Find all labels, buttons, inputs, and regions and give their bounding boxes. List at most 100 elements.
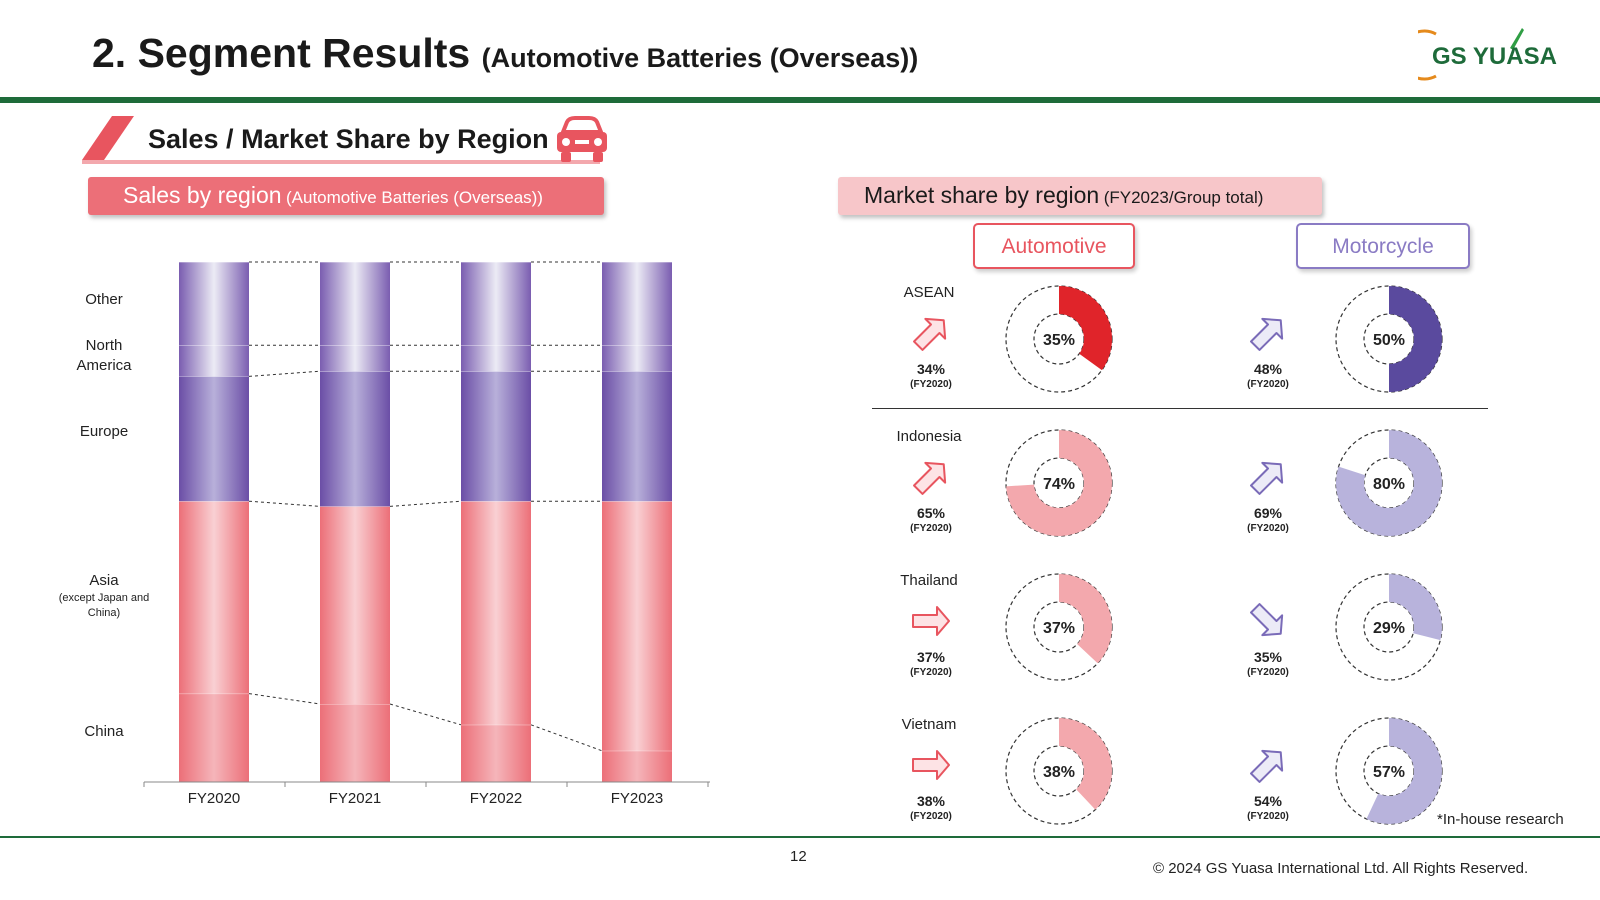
header-divider — [0, 97, 1600, 103]
legend-china: China — [84, 723, 124, 740]
logo-text: GS YUASA — [1432, 43, 1557, 70]
bar-segment-europe-fy2021 — [320, 371, 390, 507]
auto-prev-share-asean: 34% (FY2020) — [891, 361, 971, 391]
donut-value-label: 29% — [1373, 620, 1405, 637]
bar-segment-north-fy2020 — [179, 345, 249, 377]
donut-slice — [1336, 430, 1442, 536]
page-title-main: 2. Segment Results — [92, 30, 471, 76]
bar-segment-other-fy2021 — [320, 262, 390, 346]
copyright: © 2024 GS Yuasa International Ltd. All R… — [1153, 860, 1529, 877]
auto-trend-arrow-flat-icon — [912, 750, 950, 780]
x-tick-label-fy2022: FY2022 — [470, 790, 523, 807]
page-number: 12 — [790, 848, 807, 865]
moto-share-donut-vietnam: 57% — [1335, 717, 1443, 825]
moto-trend-arrow-up-icon — [1250, 749, 1284, 783]
bar-segment-asia-fy2023 — [602, 501, 672, 751]
moto-prev-year: (FY2020) — [1247, 811, 1289, 823]
legend-north-america-line2: America — [76, 356, 132, 374]
donut-slice — [1366, 718, 1442, 824]
auto-prev-year: (FY2020) — [910, 811, 952, 823]
auto-prev-share-thailand: 37% (FY2020) — [891, 649, 971, 679]
section-title: Sales / Market Share by Region — [148, 124, 549, 154]
auto-prev-share-indonesia: 65% (FY2020) — [891, 505, 971, 535]
automotive-header: Automotive — [973, 223, 1135, 269]
connector-dash — [389, 703, 462, 726]
asean-divider — [872, 408, 1488, 409]
moto-prev-share-vietnam: 54% (FY2020) — [1228, 793, 1308, 823]
market-share-label: Market share by region (FY2023/Group tot… — [838, 177, 1322, 215]
moto-trend-arrow-up-icon — [1250, 461, 1284, 495]
section-banner — [82, 116, 600, 164]
country-label-thailand: Thailand — [900, 572, 958, 589]
footer-divider — [0, 836, 1600, 838]
x-tick-label-fy2021: FY2021 — [329, 790, 382, 807]
bar-segment-china-fy2021 — [320, 704, 390, 782]
moto-share-donut-indonesia: 80% — [1335, 429, 1443, 537]
auto-share-donut-asean: 35% — [1005, 285, 1113, 393]
bar-segment-china-fy2020 — [179, 693, 249, 782]
bar-segment-north-fy2022 — [461, 345, 531, 372]
donut-value-label: 80% — [1373, 476, 1405, 493]
donut-slice — [1059, 718, 1112, 810]
bar-segment-north-fy2023 — [602, 345, 672, 372]
donut-value-label: 37% — [1043, 620, 1075, 637]
page-title: 2. Segment Results (Automotive Batteries… — [92, 30, 918, 77]
auto-share-donut-indonesia: 74% — [1005, 429, 1113, 537]
sales-title: Sales by region — [123, 182, 282, 208]
gs-yuasa-logo: GS YUASA — [1418, 28, 1557, 81]
legend-asia-note1: (except Japan and — [58, 591, 150, 604]
legend-north-america: North America — [44, 336, 164, 375]
connector-dash — [530, 724, 603, 752]
moto-prev-year: (FY2020) — [1247, 523, 1289, 535]
donut-slice — [1059, 574, 1112, 664]
donut-value-label: 74% — [1043, 476, 1075, 493]
legend-asia: Asia (except Japan and China) — [44, 571, 164, 621]
share-title: Market share by region — [864, 182, 1100, 208]
sales-stacked-bar-chart: FY2020 FY2021 FY2022 FY2023 — [143, 261, 710, 807]
bar-segment-other-fy2022 — [461, 262, 531, 346]
moto-trend-arrow-down-icon — [1250, 603, 1284, 637]
bar-segment-asia-fy2021 — [320, 506, 390, 704]
legend-north-america-line1: North — [85, 337, 123, 354]
moto-prev-share-thailand: 35% (FY2020) — [1228, 649, 1308, 678]
bar-segment-asia-fy2020 — [179, 501, 249, 694]
donut-slice — [1389, 286, 1442, 392]
moto-share-donut-asean: 50% — [1335, 285, 1443, 393]
legend-asia-note2: China) — [87, 606, 121, 619]
connector-dash — [248, 370, 321, 377]
auto-trend-arrow-flat-icon — [912, 606, 950, 636]
page-subtitle: (Automotive Batteries (Overseas)) — [481, 43, 919, 73]
bar-segment-north-fy2021 — [320, 345, 390, 372]
auto-trend-arrow-up-icon — [913, 317, 947, 351]
connector-dash — [248, 500, 321, 507]
x-tick-label-fy2023: FY2023 — [611, 790, 664, 807]
donut-slice — [1389, 574, 1442, 641]
sales-subtitle: (Automotive Batteries (Overseas)) — [286, 188, 543, 207]
donut-value-label: 50% — [1373, 332, 1405, 349]
bar-segment-china-fy2023 — [602, 750, 672, 782]
legend-other: Other — [85, 291, 123, 308]
connector-dash — [389, 500, 462, 507]
auto-share-donut-thailand: 37% — [1005, 573, 1113, 681]
research-note: *In-house research — [1437, 811, 1564, 828]
moto-prev-share-indonesia: 69% (FY2020) — [1228, 505, 1308, 535]
bar-segment-asia-fy2022 — [461, 501, 531, 725]
country-label-asean: ASEAN — [903, 284, 955, 301]
sales-by-region-label: Sales by region (Automotive Batteries (O… — [88, 177, 604, 215]
legend-asia-line: Asia — [89, 572, 119, 589]
auto-prev-share-vietnam: 38% (FY2020) — [891, 793, 971, 823]
auto-share-donut-vietnam: 38% — [1005, 717, 1113, 825]
bar-segment-europe-fy2023 — [602, 371, 672, 502]
moto-trend-arrow-up-icon — [1250, 317, 1284, 351]
auto-prev-year: (FY2020) — [910, 667, 952, 679]
moto-prev-share-asean: 48% (FY2020) — [1228, 361, 1308, 390]
motorcycle-header: Motorcycle — [1296, 223, 1470, 269]
car-icon — [557, 116, 607, 162]
donut-value-label: 38% — [1043, 764, 1075, 781]
legend-europe: Europe — [79, 423, 129, 440]
auto-prev-year: (FY2020) — [910, 379, 952, 391]
auto-prev-year: (FY2020) — [910, 523, 952, 535]
bar-segment-other-fy2020 — [179, 262, 249, 346]
donut-slice — [1006, 430, 1112, 536]
moto-share-donut-thailand: 29% — [1335, 573, 1443, 681]
